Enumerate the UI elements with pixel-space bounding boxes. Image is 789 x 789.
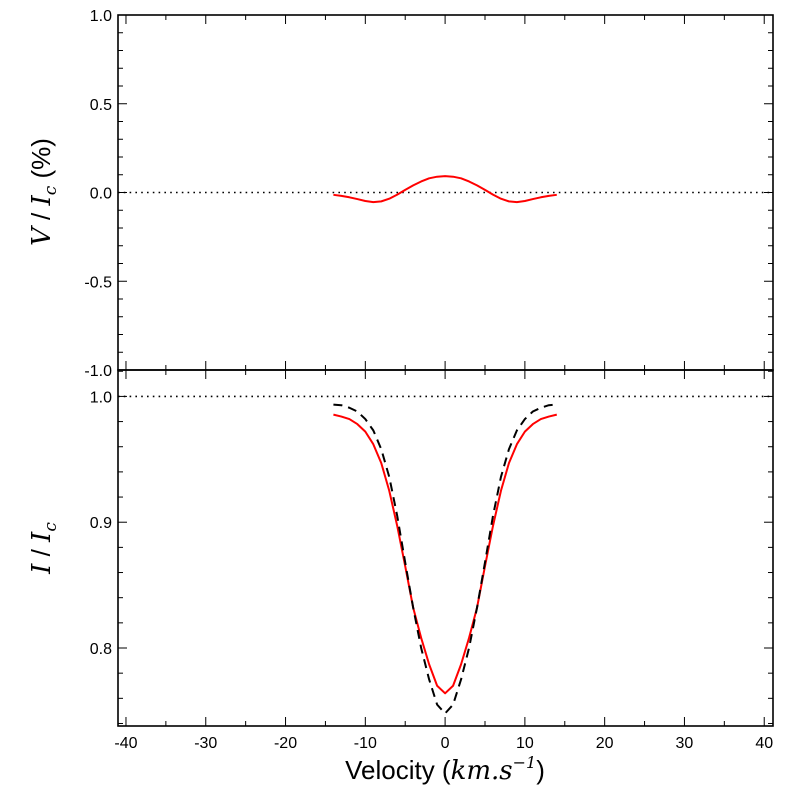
y-tick-label: 0.9 (90, 515, 112, 532)
y-tick-label: 1.0 (90, 389, 112, 406)
y-tick-label: 0.8 (90, 641, 112, 658)
series-line-stokes-v (333, 175, 557, 204)
bottom-panel-stokes-i: 1.0 0.9 0.8 -40 -30 -20 -10 0 10 20 30 40 (90, 369, 774, 752)
y-tick-label: 0.0 (90, 186, 112, 203)
series-line-stokes-i-model (333, 403, 557, 715)
y-tick-label: -0.5 (84, 274, 112, 291)
x-tick-label: 30 (676, 735, 694, 752)
x-axis-title: Velocity (km.s−1) (345, 753, 545, 786)
top-panel-stokes-v: 1.0 0.5 0.0 -0.5 -1.0 (84, 8, 774, 380)
x-tick-label: -30 (194, 735, 217, 752)
x-tick-label: 0 (441, 735, 450, 752)
x-tick-label: 10 (516, 735, 534, 752)
top-y-axis-title: V / Ic (%) (26, 138, 61, 246)
bottom-y-axis-title: I / Ic (26, 522, 61, 575)
plot-frame (117, 369, 774, 727)
y-tick-label: 1.0 (90, 8, 112, 25)
series-line-stokes-i-observed (333, 413, 558, 695)
x-tick-label: 40 (755, 735, 773, 752)
y-tick-label: -1.0 (84, 363, 112, 380)
plot-frame (117, 14, 774, 371)
x-tick-label: 20 (596, 735, 614, 752)
y-tick-label: 0.5 (90, 97, 112, 114)
x-tick-label: -20 (274, 735, 297, 752)
x-tick-label: -10 (354, 735, 377, 752)
x-tick-label: -40 (114, 735, 137, 752)
